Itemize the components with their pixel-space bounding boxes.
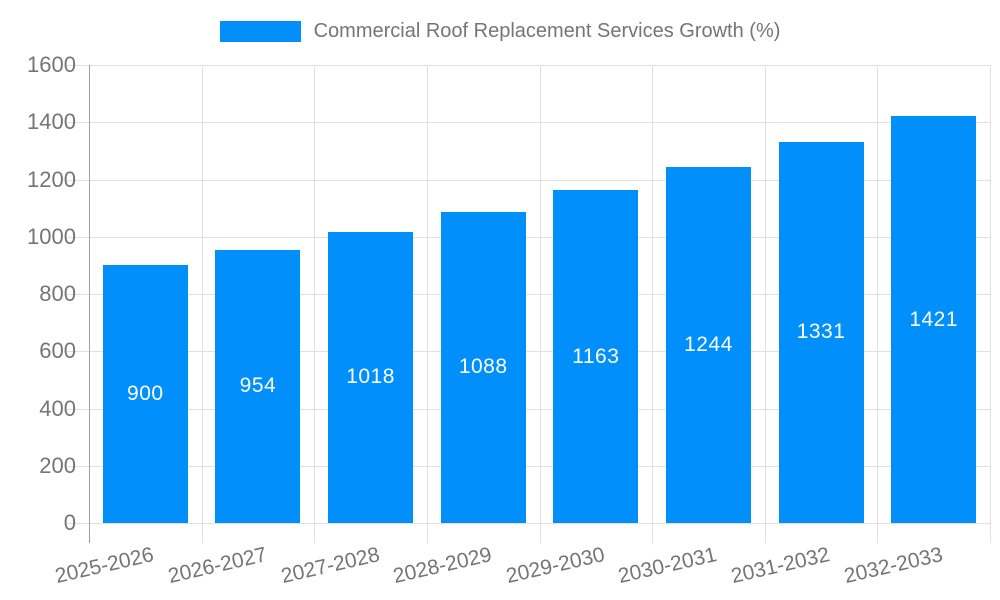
y-axis-tick-label: 400 bbox=[39, 395, 76, 421]
bar[interactable]: 1088 bbox=[440, 211, 526, 523]
x-gridline bbox=[652, 65, 654, 523]
x-gridline bbox=[201, 65, 203, 523]
bar[interactable]: 1244 bbox=[665, 166, 751, 523]
x-axis-tick bbox=[314, 523, 316, 543]
legend-label: Commercial Roof Replacement Services Gro… bbox=[313, 20, 781, 42]
bar-value-label: 1088 bbox=[458, 355, 508, 379]
bar[interactable]: 900 bbox=[102, 265, 188, 523]
y-axis-tick-label: 1200 bbox=[27, 166, 76, 192]
x-axis-tick bbox=[426, 523, 428, 543]
y-gridline bbox=[67, 179, 990, 181]
x-axis-tick bbox=[652, 523, 654, 543]
bar[interactable]: 1163 bbox=[553, 190, 639, 523]
x-axis-tick bbox=[990, 523, 991, 543]
bar[interactable]: 954 bbox=[215, 249, 301, 523]
y-gridline bbox=[67, 465, 990, 467]
legend[interactable]: Commercial Roof Replacement Services Gro… bbox=[0, 20, 1000, 43]
y-axis-tick-label: 1000 bbox=[27, 223, 76, 249]
x-axis-tick bbox=[764, 523, 766, 543]
x-gridline bbox=[539, 65, 541, 523]
y-axis-tick-label: 600 bbox=[39, 338, 76, 364]
bar[interactable]: 1421 bbox=[891, 116, 977, 523]
y-gridline bbox=[67, 408, 990, 410]
x-gridline bbox=[314, 65, 316, 523]
bar-value-label: 1018 bbox=[346, 365, 395, 389]
y-gridline bbox=[67, 294, 990, 295]
x-axis-tick bbox=[539, 523, 541, 543]
x-gridline bbox=[764, 65, 766, 523]
x-axis-tick bbox=[201, 523, 203, 543]
x-gridline bbox=[877, 65, 879, 523]
y-axis-tick-label: 1400 bbox=[27, 109, 76, 135]
y-gridline bbox=[67, 65, 990, 66]
x-axis-tick bbox=[877, 523, 879, 543]
y-gridline bbox=[67, 236, 990, 238]
y-axis-line bbox=[89, 65, 90, 543]
bar-value-label: 1421 bbox=[909, 307, 959, 331]
x-gridline bbox=[426, 65, 428, 523]
bar-value-label: 1244 bbox=[684, 332, 733, 356]
y-axis-tick-label: 800 bbox=[39, 281, 76, 306]
y-gridline bbox=[67, 351, 990, 353]
y-axis-tick-label: 200 bbox=[39, 452, 76, 478]
legend-swatch bbox=[219, 21, 301, 42]
y-axis-tick-label: 1600 bbox=[27, 52, 76, 77]
y-axis-tick-label: 0 bbox=[63, 510, 76, 535]
bar-value-label: 954 bbox=[239, 374, 277, 398]
bar-value-label: 1163 bbox=[572, 344, 620, 368]
bar-value-label: 900 bbox=[127, 382, 164, 406]
bar-value-label: 1331 bbox=[796, 320, 846, 344]
x-gridline bbox=[990, 65, 991, 523]
bar[interactable]: 1331 bbox=[778, 142, 864, 523]
y-gridline bbox=[67, 122, 990, 124]
y-gridline bbox=[67, 523, 990, 524]
bar[interactable]: 1018 bbox=[328, 231, 414, 523]
